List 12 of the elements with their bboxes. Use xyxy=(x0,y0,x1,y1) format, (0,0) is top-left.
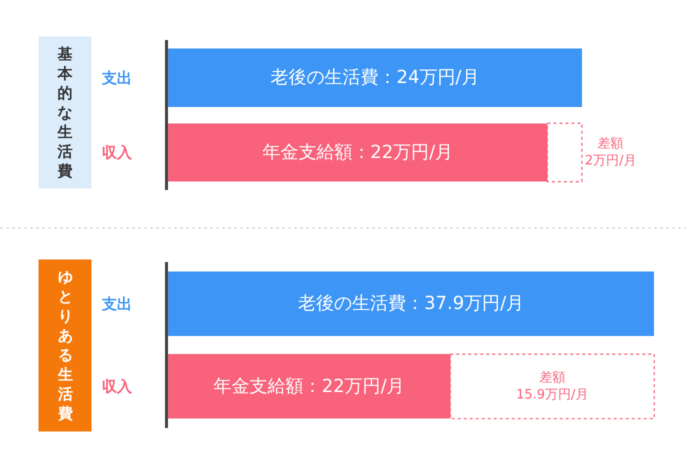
text: 基本的な生活費 xyxy=(56,45,74,180)
data-label: 差額 2万円/月 xyxy=(584,136,637,168)
y-tick-label: 支出 xyxy=(101,294,132,313)
y-tick-label: 収入 xyxy=(102,144,134,162)
data-label: 老後の生活費：37.9万円/月 xyxy=(298,293,524,314)
text: ゆとりある生活費 xyxy=(57,268,73,422)
y-tick-label: 収入 xyxy=(102,378,134,396)
y-tick-label: 支出 xyxy=(101,68,132,87)
data-label: 老後の生活費：24万円/月 xyxy=(270,67,480,88)
data-label: 差額 15.9万円/月 xyxy=(516,370,588,402)
data-label: 年金支給額：22万円/月 xyxy=(214,376,405,397)
data-label: 年金支給額：22万円/月 xyxy=(262,142,454,163)
